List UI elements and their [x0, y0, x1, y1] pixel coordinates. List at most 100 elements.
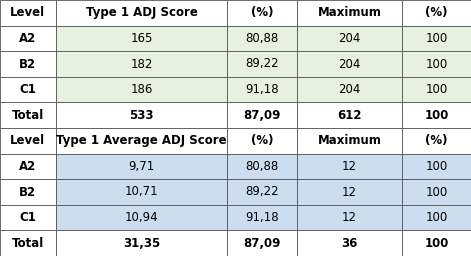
Text: 10,71: 10,71 — [125, 186, 158, 198]
Text: 165: 165 — [130, 32, 153, 45]
Bar — [227, 0, 297, 26]
Bar — [227, 154, 297, 179]
Bar — [0, 77, 56, 102]
Bar — [402, 0, 471, 26]
Text: (%): (%) — [425, 6, 447, 19]
Bar — [297, 205, 402, 230]
Bar — [0, 26, 56, 51]
Bar — [297, 179, 402, 205]
Text: 100: 100 — [425, 186, 447, 198]
Text: 204: 204 — [338, 32, 361, 45]
Text: 100: 100 — [425, 32, 447, 45]
Text: A2: A2 — [19, 32, 36, 45]
Bar — [227, 205, 297, 230]
Bar — [0, 51, 56, 77]
Text: 100: 100 — [425, 58, 447, 70]
Bar — [227, 51, 297, 77]
Text: 31,35: 31,35 — [123, 237, 160, 250]
Bar — [56, 0, 227, 26]
Text: Total: Total — [12, 109, 44, 122]
Bar — [297, 128, 402, 154]
Bar — [56, 102, 227, 128]
Bar — [56, 77, 227, 102]
Text: 533: 533 — [129, 109, 154, 122]
Text: Type 1 Average ADJ Score: Type 1 Average ADJ Score — [56, 134, 227, 147]
Text: 100: 100 — [424, 109, 448, 122]
Text: 10,94: 10,94 — [125, 211, 158, 224]
Bar — [402, 77, 471, 102]
Bar — [227, 230, 297, 256]
Bar — [56, 179, 227, 205]
Bar — [0, 205, 56, 230]
Text: Maximum: Maximum — [317, 134, 382, 147]
Text: 36: 36 — [341, 237, 357, 250]
Text: 612: 612 — [337, 109, 362, 122]
Bar — [402, 51, 471, 77]
Text: 182: 182 — [130, 58, 153, 70]
Text: 12: 12 — [342, 211, 357, 224]
Bar — [0, 0, 56, 26]
Bar — [402, 154, 471, 179]
Bar — [227, 77, 297, 102]
Text: 100: 100 — [425, 160, 447, 173]
Text: A2: A2 — [19, 160, 36, 173]
Bar — [56, 230, 227, 256]
Text: 100: 100 — [425, 83, 447, 96]
Text: B2: B2 — [19, 58, 36, 70]
Bar — [0, 230, 56, 256]
Bar — [297, 26, 402, 51]
Bar — [402, 179, 471, 205]
Text: (%): (%) — [251, 134, 274, 147]
Bar — [402, 26, 471, 51]
Bar — [297, 154, 402, 179]
Text: 89,22: 89,22 — [245, 58, 279, 70]
Text: 87,09: 87,09 — [244, 109, 281, 122]
Text: Maximum: Maximum — [317, 6, 382, 19]
Bar — [297, 230, 402, 256]
Text: Type 1 ADJ Score: Type 1 ADJ Score — [86, 6, 197, 19]
Text: (%): (%) — [425, 134, 447, 147]
Text: B2: B2 — [19, 186, 36, 198]
Bar — [227, 102, 297, 128]
Text: 12: 12 — [342, 186, 357, 198]
Bar — [56, 128, 227, 154]
Text: 89,22: 89,22 — [245, 186, 279, 198]
Text: 12: 12 — [342, 160, 357, 173]
Text: (%): (%) — [251, 6, 274, 19]
Bar — [0, 102, 56, 128]
Text: C1: C1 — [19, 83, 36, 96]
Bar — [0, 154, 56, 179]
Text: 100: 100 — [425, 211, 447, 224]
Text: C1: C1 — [19, 211, 36, 224]
Text: 100: 100 — [424, 237, 448, 250]
Bar — [56, 51, 227, 77]
Text: 186: 186 — [130, 83, 153, 96]
Bar — [297, 0, 402, 26]
Text: 80,88: 80,88 — [246, 160, 279, 173]
Bar — [56, 205, 227, 230]
Bar — [297, 77, 402, 102]
Bar — [402, 102, 471, 128]
Bar — [227, 26, 297, 51]
Text: 91,18: 91,18 — [245, 211, 279, 224]
Bar — [56, 154, 227, 179]
Text: 80,88: 80,88 — [246, 32, 279, 45]
Bar — [297, 51, 402, 77]
Text: 91,18: 91,18 — [245, 83, 279, 96]
Text: Total: Total — [12, 237, 44, 250]
Bar — [402, 230, 471, 256]
Text: 204: 204 — [338, 83, 361, 96]
Bar — [227, 128, 297, 154]
Text: Level: Level — [10, 134, 45, 147]
Bar — [227, 179, 297, 205]
Bar — [56, 26, 227, 51]
Text: 87,09: 87,09 — [244, 237, 281, 250]
Bar — [402, 128, 471, 154]
Text: 204: 204 — [338, 58, 361, 70]
Bar — [0, 179, 56, 205]
Text: 9,71: 9,71 — [129, 160, 154, 173]
Bar — [402, 205, 471, 230]
Bar — [0, 128, 56, 154]
Text: Level: Level — [10, 6, 45, 19]
Bar — [297, 102, 402, 128]
